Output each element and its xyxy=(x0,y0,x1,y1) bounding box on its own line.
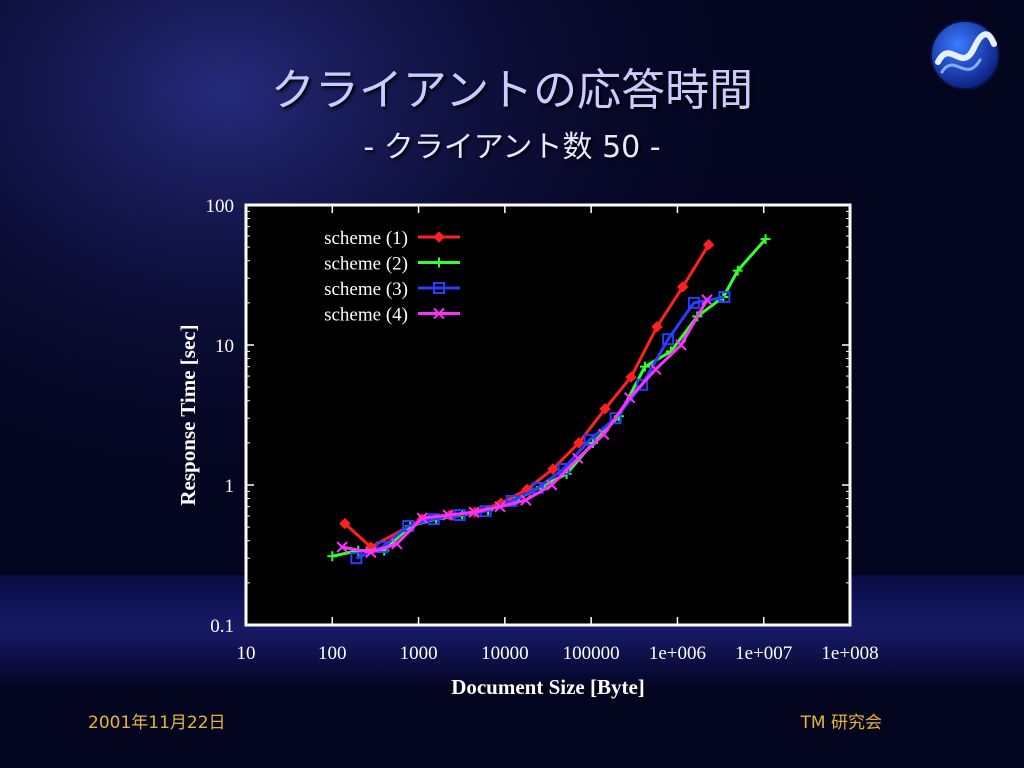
y-tick-label: 10 xyxy=(215,336,234,357)
data-point-cross xyxy=(520,494,532,506)
legend-item: scheme (4) xyxy=(324,305,460,326)
data-point-plus xyxy=(327,551,338,562)
x-axis-label: Document Size [Byte] xyxy=(451,675,645,699)
data-point-plus xyxy=(760,234,771,245)
y-tick-label: 1 xyxy=(225,476,235,497)
data-point-square xyxy=(687,296,700,309)
y-tick-label: 100 xyxy=(206,196,235,217)
data-point-cross xyxy=(365,546,377,559)
x-tick-label: 100000 xyxy=(563,643,620,664)
data-point-cross xyxy=(416,512,428,524)
data-point-cross xyxy=(649,363,662,376)
slide-subtitle: - クライアント数 50 - xyxy=(363,130,661,165)
data-point-cross xyxy=(546,479,558,491)
data-point-cross xyxy=(391,538,403,550)
x-axis-ticks: 10 100 1000 10000 100000 1e+006 1e+007 1e+008 xyxy=(237,205,879,664)
x-tick-label: 10000 xyxy=(481,643,529,664)
series-4 xyxy=(336,294,713,559)
data-point-diamond xyxy=(599,403,611,415)
swirl-logo-icon xyxy=(930,20,1000,90)
data-point-cross xyxy=(494,500,506,513)
y-axis-label: Response Time [sec] xyxy=(176,324,200,505)
data-point-cross xyxy=(336,541,348,553)
data-point-plus xyxy=(639,361,650,372)
data-point-square xyxy=(662,333,675,346)
data-point-square xyxy=(636,378,649,391)
data-point-square xyxy=(583,433,596,446)
data-point-diamond xyxy=(339,517,351,530)
x-tick-label: 1e+006 xyxy=(649,643,706,664)
data-point-diamond xyxy=(573,437,585,449)
data-point-cross xyxy=(624,392,636,404)
x-tick-label: 1e+008 xyxy=(821,643,878,664)
slide-title: クライアントの応答時間 xyxy=(270,65,754,116)
x-tick-label: 10 xyxy=(237,643,256,664)
x-tick-label: 1000 xyxy=(400,643,438,664)
data-point-cross xyxy=(701,294,713,306)
data-point-diamond xyxy=(433,231,445,243)
x-tick-label: 100 xyxy=(318,643,347,664)
data-point-plus xyxy=(434,257,444,268)
data-point-diamond xyxy=(625,371,637,383)
data-point-cross xyxy=(468,506,480,518)
data-point-cross xyxy=(675,339,687,351)
y-axis-ticks: 0.1 1 10 100 xyxy=(206,196,850,637)
legend-label: scheme (3) xyxy=(324,279,408,300)
data-point-cross xyxy=(598,428,610,441)
data-point-cross xyxy=(433,307,445,320)
data-point-cross xyxy=(442,509,454,521)
data-point-square xyxy=(427,513,440,526)
legend-item: scheme (3) xyxy=(324,279,460,300)
data-point-cross xyxy=(572,452,584,465)
legend-item: scheme (1) xyxy=(324,228,460,249)
y-tick-label: 0.1 xyxy=(210,616,234,637)
x-tick-label: 1e+007 xyxy=(735,643,792,664)
legend-label: scheme (2) xyxy=(324,254,408,275)
legend: scheme (1) scheme (2) scheme (3) scheme (4) xyxy=(324,228,460,326)
legend-item: scheme (2) xyxy=(324,254,460,275)
data-point-diamond xyxy=(651,321,663,333)
data-point-square xyxy=(718,291,731,304)
plot-frame xyxy=(244,203,852,627)
data-point-square xyxy=(609,412,622,425)
footer-date: 2001年11月22日 xyxy=(88,713,226,733)
data-point-plus xyxy=(732,265,743,276)
data-point-diamond xyxy=(547,463,559,475)
data-point-square xyxy=(350,552,363,565)
series-layer xyxy=(327,234,771,565)
data-point-square xyxy=(433,282,445,294)
data-point-diamond xyxy=(676,281,689,293)
legend-label: scheme (1) xyxy=(324,228,408,249)
legend-label: scheme (4) xyxy=(324,305,408,326)
data-point-diamond xyxy=(702,239,715,251)
footer-organization: TM 研究会 xyxy=(800,713,882,733)
